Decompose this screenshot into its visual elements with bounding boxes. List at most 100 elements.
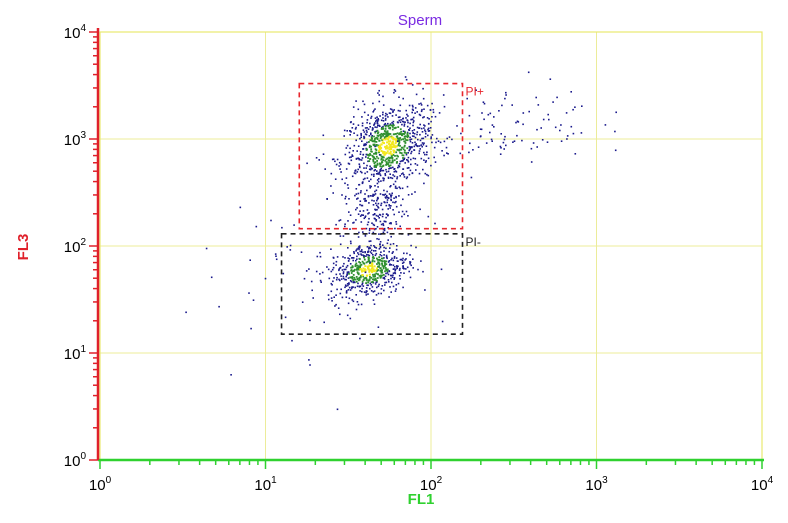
data-point — [356, 171, 359, 173]
data-point — [341, 178, 343, 181]
data-point — [359, 200, 362, 202]
data-point — [385, 247, 387, 250]
data-point — [399, 148, 401, 151]
data-point — [350, 269, 353, 271]
data-point — [384, 131, 387, 133]
data-point — [400, 146, 403, 149]
data-point — [388, 264, 391, 266]
data-point — [368, 240, 371, 243]
data-point — [399, 144, 401, 147]
data-point — [572, 132, 575, 135]
data-point — [424, 136, 427, 138]
data-point — [360, 159, 363, 161]
data-point — [366, 127, 368, 129]
data-point — [371, 137, 373, 140]
data-point — [404, 121, 406, 123]
data-point — [380, 251, 382, 253]
data-point — [315, 157, 318, 159]
data-point — [418, 127, 420, 129]
data-point — [369, 185, 371, 187]
data-point — [364, 144, 366, 147]
data-point — [456, 125, 458, 127]
gate-label: PI- — [465, 235, 480, 249]
data-point — [368, 160, 371, 162]
data-point — [392, 154, 395, 156]
data-point — [335, 278, 338, 281]
data-point — [372, 111, 374, 113]
data-point — [369, 165, 371, 168]
data-point — [407, 215, 409, 217]
data-point — [420, 127, 423, 130]
data-point — [370, 276, 373, 279]
data-point — [353, 252, 355, 255]
data-point — [341, 194, 343, 196]
data-point — [370, 115, 373, 118]
data-point — [367, 114, 369, 116]
data-point — [364, 270, 367, 273]
data-point — [361, 249, 363, 251]
data-point — [406, 113, 408, 116]
data-point — [338, 219, 340, 222]
data-point — [359, 203, 361, 206]
data-point — [389, 150, 392, 153]
data-point — [389, 286, 391, 288]
data-point — [424, 129, 426, 131]
data-point — [505, 94, 507, 96]
data-point — [376, 270, 378, 272]
data-point — [466, 97, 468, 100]
data-point — [491, 124, 494, 126]
data-point — [392, 183, 395, 186]
data-point — [384, 115, 387, 117]
data-point — [435, 141, 437, 144]
data-point — [530, 147, 533, 150]
data-point — [382, 164, 385, 167]
data-point — [423, 124, 425, 126]
data-point — [500, 133, 502, 135]
data-point — [391, 115, 394, 117]
data-point — [390, 291, 392, 293]
data-point — [374, 126, 376, 128]
data-point — [426, 151, 428, 153]
data-point — [342, 271, 345, 273]
data-point — [376, 160, 378, 162]
data-point — [359, 265, 362, 267]
data-point — [419, 139, 422, 142]
data-point — [366, 141, 368, 144]
data-point — [395, 135, 398, 138]
data-point — [383, 220, 386, 223]
data-point — [383, 227, 386, 230]
data-point — [390, 222, 392, 225]
data-point — [378, 89, 380, 92]
data-point — [459, 152, 462, 155]
data-point — [512, 141, 514, 143]
data-point — [289, 244, 292, 247]
data-point — [386, 268, 389, 271]
data-point — [423, 159, 425, 161]
data-point — [360, 274, 362, 277]
data-point — [374, 254, 377, 257]
data-point — [355, 126, 357, 129]
data-point — [395, 265, 398, 267]
data-point — [402, 154, 405, 157]
data-point — [355, 259, 357, 262]
data-point — [368, 254, 371, 257]
data-point — [516, 120, 519, 123]
data-point — [359, 337, 361, 340]
data-point — [359, 191, 362, 194]
data-point — [358, 165, 361, 168]
data-point — [383, 229, 386, 232]
data-point — [376, 129, 379, 132]
data-point — [382, 193, 384, 196]
data-point — [348, 271, 350, 274]
data-point — [381, 208, 384, 211]
data-point — [365, 290, 368, 292]
data-point — [395, 171, 398, 173]
data-point — [349, 289, 352, 291]
data-point — [404, 141, 407, 143]
data-point — [382, 134, 385, 137]
gate-pi- — [280, 233, 464, 335]
data-point — [335, 260, 338, 263]
data-point — [346, 130, 348, 132]
data-point — [370, 136, 373, 139]
data-point — [418, 113, 421, 116]
